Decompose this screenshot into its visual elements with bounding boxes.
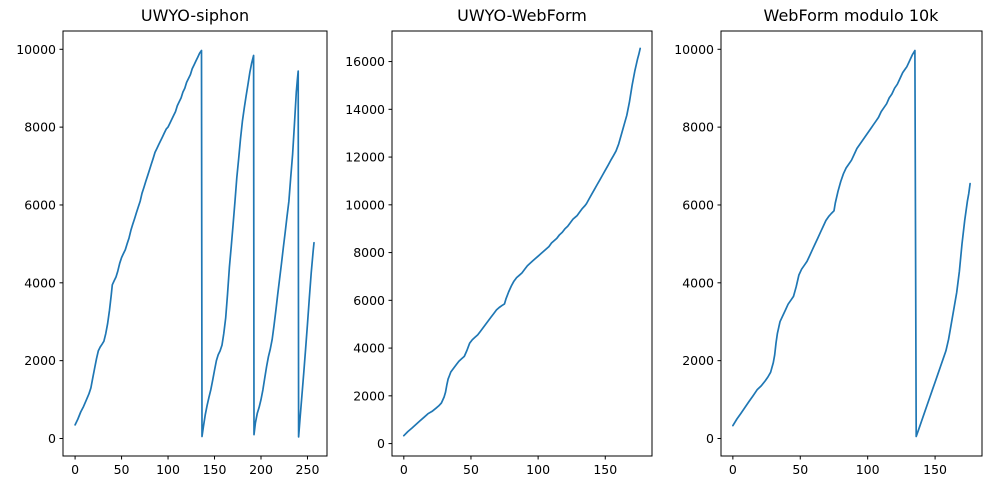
uwyo-siphon-x-tick-label: 200	[249, 462, 273, 477]
uwyo-webform-series-line	[402, 47, 642, 437]
uwyo-siphon-y-tick-label: 4000	[24, 275, 56, 290]
uwyo-webform-y-tick-label: 8000	[353, 245, 385, 260]
uwyo-webform-axes-box	[391, 30, 653, 457]
webform-modulo-10k-y-tick-label: 6000	[682, 197, 714, 212]
subplot-uwyo-siphon: 0 50 100 150 200 250 0 2000 4000 6000 8000 10000	[16, 30, 328, 477]
uwyo-webform-y-tick-label: 14000	[345, 102, 385, 117]
uwyo-webform-x-tick-label: 0	[400, 462, 408, 477]
uwyo-webform-x-tick-label: 150	[593, 462, 617, 477]
chart-title-uwyo-webform: UWYO-WebForm	[457, 6, 587, 25]
subplot-uwyo-webform: 0 50 100 150 0 2000 4000 6000 8000 10000 12000 1400…	[345, 30, 653, 477]
uwyo-siphon-x-tick-label: 250	[296, 462, 320, 477]
uwyo-siphon-x-tick-label: 150	[203, 462, 227, 477]
webform-modulo-10k-x-tick-label: 50	[792, 462, 808, 477]
webform-modulo-10k-y-tick-label: 8000	[682, 120, 714, 135]
uwyo-siphon-y-tick-label: 8000	[24, 120, 56, 135]
uwyo-webform-y-tick-label: 10000	[345, 197, 385, 212]
uwyo-webform-y-tick-label: 6000	[353, 293, 385, 308]
uwyo-siphon-y-tick-label: 0	[48, 431, 56, 446]
uwyo-webform-y-tick-label: 12000	[345, 150, 385, 165]
webform-modulo-10k-series-line	[732, 49, 971, 438]
uwyo-webform-y-tick-label: 16000	[345, 54, 385, 69]
webform-modulo-10k-y-tick-label: 0	[706, 431, 714, 446]
webform-modulo-10k-y-tick-label: 2000	[682, 353, 714, 368]
uwyo-siphon-y-tick-label: 6000	[24, 197, 56, 212]
uwyo-siphon-x-tick-label: 0	[71, 462, 79, 477]
uwyo-siphon-series-line	[74, 49, 315, 438]
webform-modulo-10k-x-tick-label: 100	[856, 462, 880, 477]
uwyo-siphon-x-tick-label: 100	[156, 462, 180, 477]
uwyo-siphon-y-tick-label: 10000	[16, 42, 56, 57]
uwyo-webform-x-tick-label: 50	[463, 462, 479, 477]
webform-modulo-10k-y-tick-label: 4000	[682, 275, 714, 290]
uwyo-siphon-y-tick-label: 2000	[24, 353, 56, 368]
uwyo-siphon-x-tick-label: 50	[114, 462, 130, 477]
uwyo-webform-y-tick-label: 0	[377, 436, 385, 451]
chart-title-uwyo-siphon: UWYO-siphon	[140, 6, 250, 25]
webform-modulo-10k-axes-box	[720, 30, 983, 457]
uwyo-webform-x-tick-label: 100	[526, 462, 550, 477]
uwyo-webform-y-tick-label: 2000	[353, 388, 385, 403]
webform-modulo-10k-x-tick-label: 0	[729, 462, 737, 477]
uwyo-siphon-axes-box	[62, 30, 328, 457]
webform-modulo-10k-y-tick-label: 10000	[674, 42, 714, 57]
subplot-webform-modulo-10k: 0 50 100 150 0 2000 4000 6000 8000 10000	[674, 30, 983, 477]
chart-title-webform-modulo-10k: WebForm modulo 10k	[763, 6, 939, 25]
uwyo-webform-y-tick-label: 4000	[353, 341, 385, 356]
webform-modulo-10k-x-tick-label: 150	[923, 462, 947, 477]
